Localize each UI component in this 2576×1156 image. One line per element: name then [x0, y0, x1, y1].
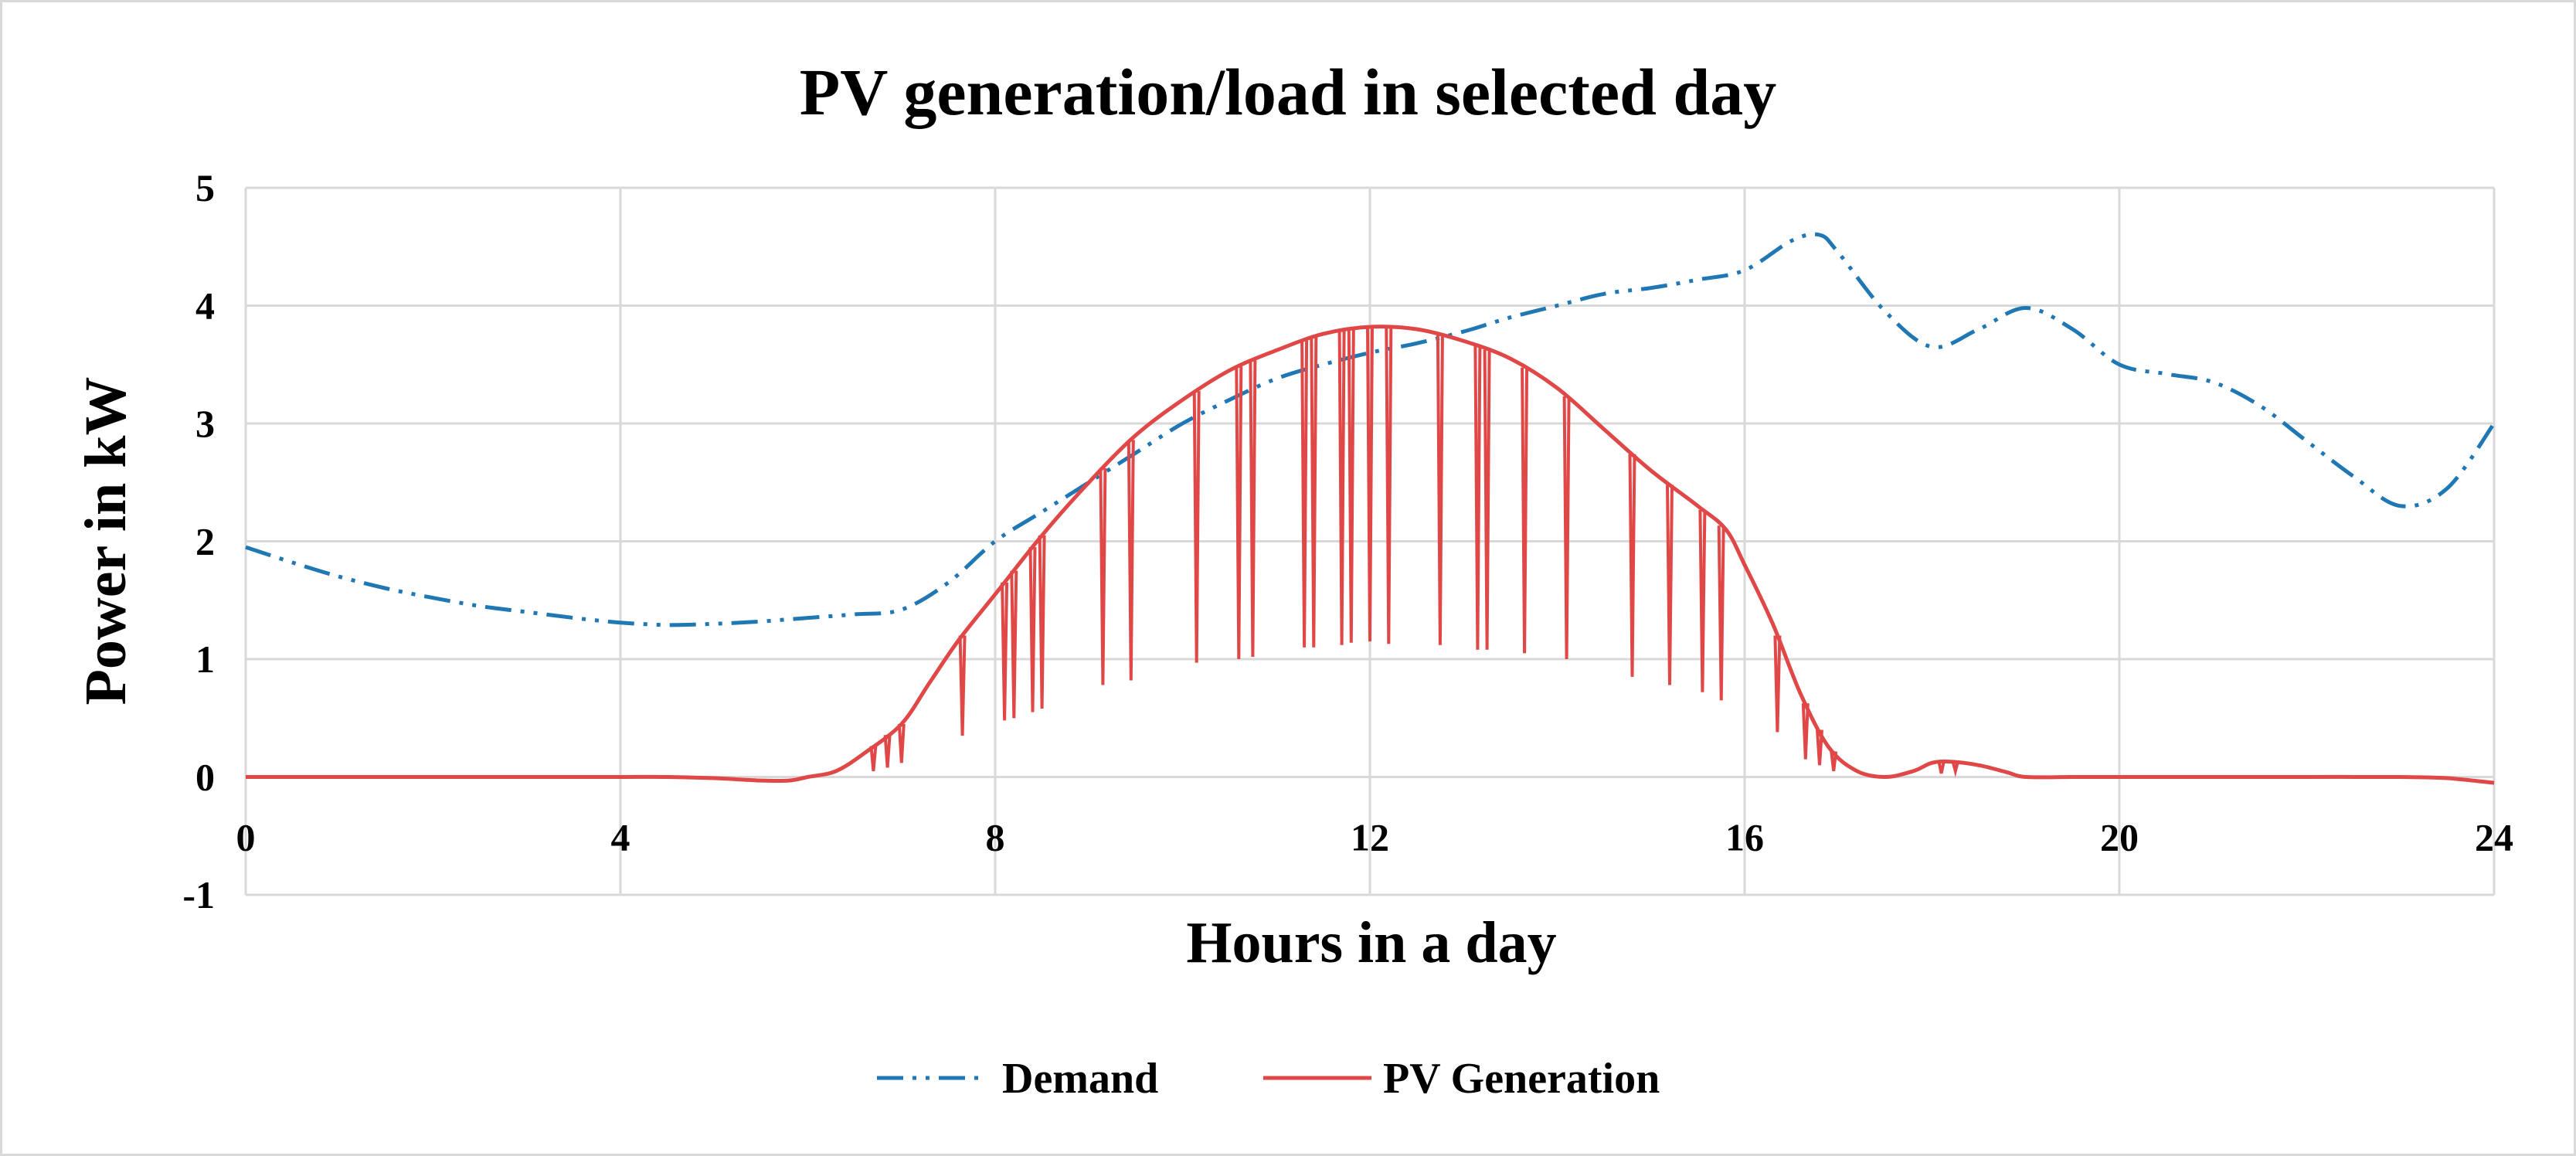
x-axis-title: Hours in a day	[1186, 910, 1556, 975]
x-tick-label: 16	[1725, 816, 1764, 859]
y-tick-label: 4	[195, 284, 215, 328]
pv-dip-mark	[869, 746, 878, 772]
pv-dip-mark	[1562, 396, 1571, 660]
pv-dip-mark	[1028, 547, 1037, 712]
y-axis-title: Power in kW	[73, 376, 138, 705]
y-tick-label: -1	[182, 873, 215, 916]
pv-dip-mark	[1099, 468, 1107, 685]
series-demand-line	[245, 232, 2496, 627]
pv-dip-mark	[1192, 391, 1201, 663]
pv-dip-mark	[1249, 360, 1257, 658]
pv-dip-mark	[1951, 761, 1959, 777]
legend-pv-label: PV Generation	[1383, 1055, 1660, 1103]
y-tick-label: 5	[195, 166, 215, 209]
pv-dip-mark	[1310, 337, 1318, 648]
pv-dip-mark	[897, 723, 906, 763]
pv-dip-mark	[1300, 340, 1309, 648]
pv-dip-mark	[1436, 335, 1444, 645]
pv-dip-mark	[1235, 366, 1243, 660]
grid	[244, 186, 2496, 896]
pv-dip-mark	[1628, 454, 1636, 677]
pv-dip-mark	[958, 635, 967, 736]
pv-dip-mark	[1127, 440, 1135, 681]
chart-title: PV generation/load in selected day	[800, 55, 1776, 129]
pv-dip-mark	[1347, 329, 1355, 643]
pv-dip-mark	[1698, 509, 1707, 692]
pv-dip-mark	[1038, 535, 1046, 709]
pv-dip-mark	[1010, 570, 1018, 719]
x-tick-label: 20	[2100, 816, 2139, 859]
pv-dip-mark	[1937, 761, 1946, 774]
pv-dip-mark	[1521, 367, 1529, 654]
pv-dip-mark	[1666, 484, 1674, 685]
series-pv-generation-line	[245, 325, 2495, 785]
pv-dip-mark	[1473, 346, 1482, 650]
legend: Demand PV Generation	[877, 1055, 1660, 1103]
pv-dip-mark	[1830, 751, 1838, 772]
x-tick-label: 8	[986, 816, 1005, 859]
y-axis-ticks: -1 0 1 2 3 4 5	[182, 166, 215, 916]
y-tick-label: 1	[195, 638, 215, 681]
legend-demand-label: Demand	[1002, 1055, 1158, 1103]
pv-dip-mark	[1366, 326, 1374, 642]
pv-dip-mark	[1483, 349, 1491, 650]
y-tick-label: 2	[195, 520, 215, 563]
pv-dip-mark	[1001, 582, 1009, 721]
y-tick-label: 3	[195, 402, 215, 445]
series-layer	[245, 232, 2496, 785]
x-axis-ticks: 0 4 8 12 16 20 24	[236, 816, 2514, 859]
x-tick-label: 12	[1351, 816, 1389, 859]
pv-dip-mark	[1337, 331, 1346, 645]
x-tick-label: 4	[611, 816, 630, 859]
pv-dip-mark	[1816, 729, 1823, 766]
x-tick-label: 0	[236, 816, 256, 859]
x-tick-label: 24	[2475, 816, 2513, 859]
pv-dip-mark	[883, 735, 892, 768]
y-tick-label: 0	[195, 756, 215, 799]
pv-dip-mark	[1717, 525, 1725, 701]
pv-dip-mark	[1773, 635, 1782, 733]
pv-dip-mark	[1385, 328, 1393, 644]
pv-dip-mark	[1801, 703, 1810, 760]
